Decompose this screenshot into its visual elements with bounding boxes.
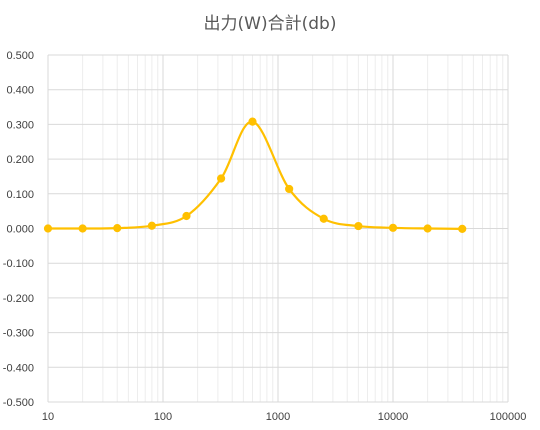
series-line <box>47 120 463 230</box>
data-point <box>458 224 467 233</box>
data-point <box>147 221 156 230</box>
data-point <box>388 223 398 232</box>
x-tick-label: 1000 <box>266 411 290 423</box>
y-tick-label: 0.000 <box>6 224 34 236</box>
y-tick-label: -0.300 <box>3 328 34 340</box>
data-point <box>285 184 294 194</box>
y-tick-label: 0.200 <box>6 154 34 166</box>
y-tick-label: -0.500 <box>3 397 34 409</box>
y-axis-ticks: 0.500 0.400 0.300 0.200 0.100 0.000 -0.100 -0.2… <box>3 50 34 409</box>
y-tick-label: 0.300 <box>6 119 34 131</box>
x-tick-label: 10 <box>42 411 54 423</box>
data-point <box>216 174 226 183</box>
data-point <box>423 224 432 233</box>
data-point <box>43 224 53 233</box>
x-tick-label: 100 <box>154 411 172 423</box>
data-point <box>182 211 191 221</box>
data-point <box>354 221 363 231</box>
x-tick-label: 10000 <box>378 411 409 423</box>
y-tick-label: 0.500 <box>6 50 34 62</box>
chart-title: 出力(W)合計(db) <box>204 14 337 34</box>
data-point <box>319 214 328 223</box>
data-point <box>248 117 257 126</box>
data-point <box>113 224 122 233</box>
y-tick-label: 0.100 <box>6 189 34 201</box>
y-tick-label: -0.400 <box>3 362 34 374</box>
data-points <box>43 117 467 233</box>
y-tick-label: -0.100 <box>3 258 34 270</box>
x-axis-ticks: 10 100 1000 10000 100000 <box>42 411 526 423</box>
data-point <box>78 224 87 233</box>
y-tick-label: 0.400 <box>6 85 34 97</box>
y-tick-label: -0.200 <box>3 293 34 305</box>
x-tick-label: 100000 <box>490 411 527 423</box>
